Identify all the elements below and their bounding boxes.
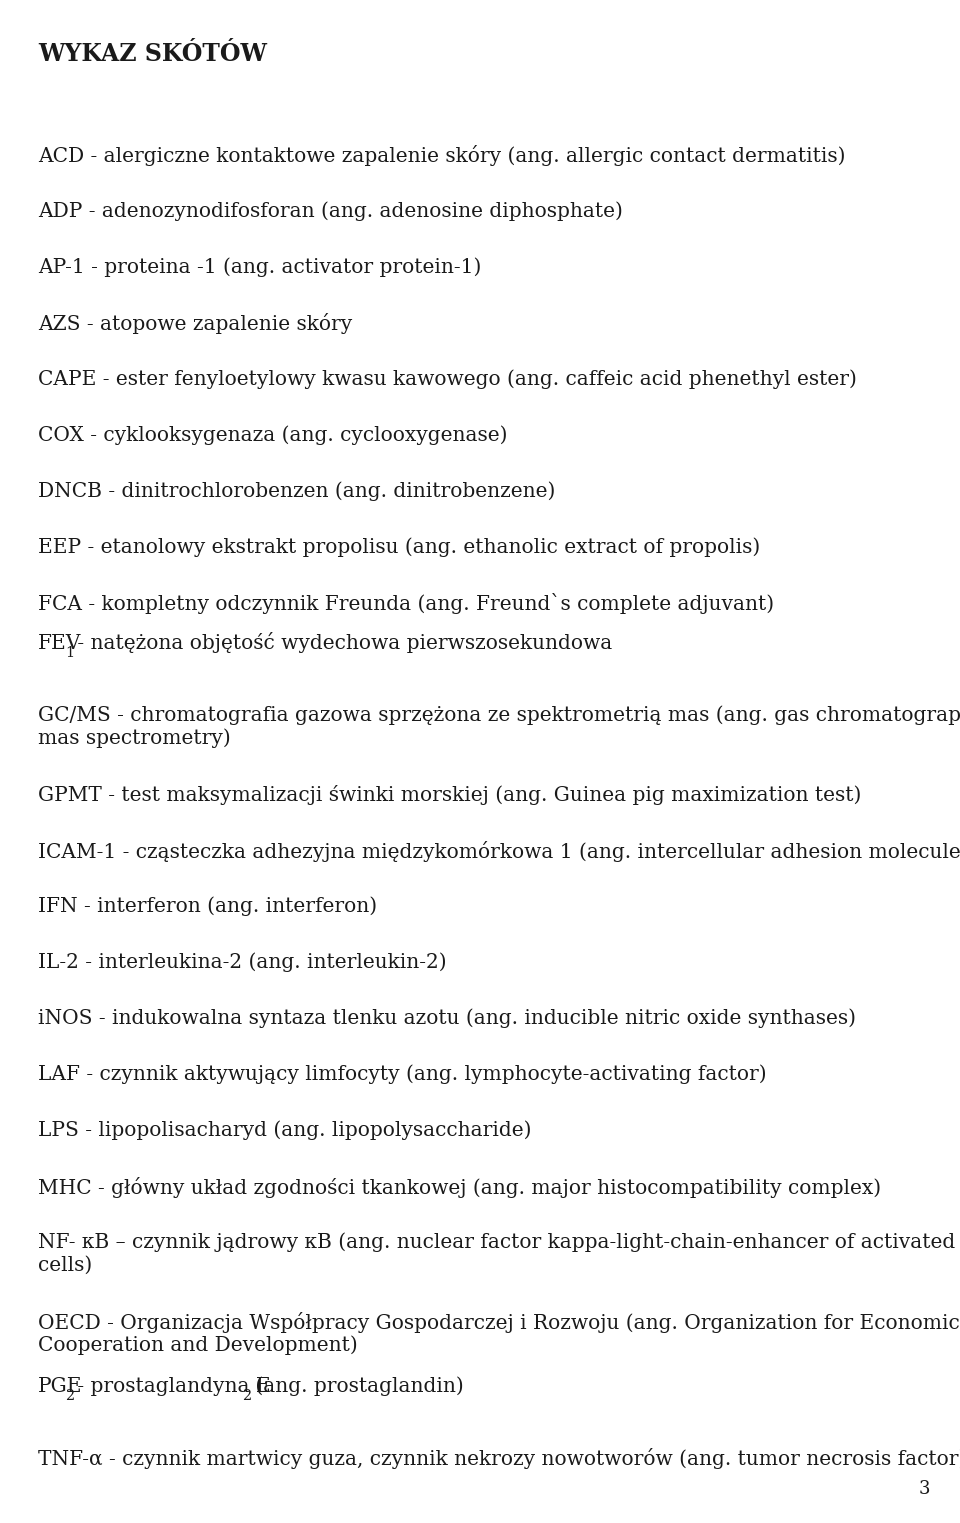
Text: DNCB - dinitrochlorobenzen (ang. dinitrobenzene): DNCB - dinitrochlorobenzen (ang. dinitro… xyxy=(38,481,556,501)
Text: NF- κB – czynnik jądrowy κB (ang. nuclear factor kappa-light-chain-enhancer of a: NF- κB – czynnik jądrowy κB (ang. nuclea… xyxy=(38,1232,960,1252)
Text: LPS - lipopolisacharyd (ang. lipopolysaccharide): LPS - lipopolisacharyd (ang. lipopolysac… xyxy=(38,1121,532,1141)
Text: 2: 2 xyxy=(242,1389,252,1403)
Text: ICAM-1 - cząsteczka adhezyjna międzykomórkowa 1 (ang. intercellular adhesion mol: ICAM-1 - cząsteczka adhezyjna międzykomó… xyxy=(38,841,960,862)
Text: IFN - interferon (ang. interferon): IFN - interferon (ang. interferon) xyxy=(38,897,377,917)
Text: TNF-α - czynnik martwicy guza, czynnik nekrozy nowotworów (ang. tumor necrosis f: TNF-α - czynnik martwicy guza, czynnik n… xyxy=(38,1447,960,1468)
Text: EEP - etanolowy ekstrakt propolisu (ang. ethanolic extract of propolis): EEP - etanolowy ekstrakt propolisu (ang.… xyxy=(38,538,760,556)
Text: cells): cells) xyxy=(38,1256,92,1275)
Text: ACD - alergiczne kontaktowe zapalenie skóry (ang. allergic contact dermatitis): ACD - alergiczne kontaktowe zapalenie sk… xyxy=(38,145,846,166)
Text: FEV: FEV xyxy=(38,634,82,653)
Text: GPMT - test maksymalizacji świnki morskiej (ang. Guinea pig maximization test): GPMT - test maksymalizacji świnki morski… xyxy=(38,784,861,804)
Text: (ang. prostaglandin): (ang. prostaglandin) xyxy=(249,1375,464,1395)
Text: 1: 1 xyxy=(65,646,74,659)
Text: COX - cyklooksygenaza (ang. cyclooxygenase): COX - cyklooksygenaza (ang. cyclooxygena… xyxy=(38,425,508,445)
Text: AP-1 - proteina -1 (ang. activator protein-1): AP-1 - proteina -1 (ang. activator prote… xyxy=(38,257,481,277)
Text: WYKAZ SKÓTÓW: WYKAZ SKÓTÓW xyxy=(38,43,267,65)
Text: PGE: PGE xyxy=(38,1377,83,1395)
Text: FCA - kompletny odczynnik Freunda (ang. Freund`s complete adjuvant): FCA - kompletny odczynnik Freunda (ang. … xyxy=(38,592,774,614)
Text: - prostaglandyna E: - prostaglandyna E xyxy=(71,1377,271,1395)
Text: 3: 3 xyxy=(919,1480,930,1499)
Text: mas spectrometry): mas spectrometry) xyxy=(38,728,230,748)
Text: CAPE - ester fenyloetylowy kwasu kawowego (ang. caffeic acid phenethyl ester): CAPE - ester fenyloetylowy kwasu kawoweg… xyxy=(38,369,857,388)
Text: iNOS - indukowalna syntaza tlenku azotu (ang. inducible nitric oxide synthases): iNOS - indukowalna syntaza tlenku azotu … xyxy=(38,1008,856,1028)
Text: OECD - Organizacja Współpracy Gospodarczej i Rozwoju (ang. Organization for Econ: OECD - Organizacja Współpracy Gospodarcz… xyxy=(38,1311,960,1333)
Text: ADP - adenozynodifosforan (ang. adenosine diphosphate): ADP - adenozynodifosforan (ang. adenosin… xyxy=(38,201,623,221)
Text: Cooperation and Development): Cooperation and Development) xyxy=(38,1336,358,1355)
Text: MHC - główny układ zgodności tkankowej (ang. major histocompatibility complex): MHC - główny układ zgodności tkankowej (… xyxy=(38,1177,881,1197)
Text: IL-2 - interleukina-2 (ang. interleukin-2): IL-2 - interleukina-2 (ang. interleukin-… xyxy=(38,952,446,972)
Text: - natężona objętość wydechowa pierwszosekundowa: - natężona objętość wydechowa pierwszose… xyxy=(71,632,612,653)
Text: 2: 2 xyxy=(65,1389,74,1403)
Text: AZS - atopowe zapalenie skóry: AZS - atopowe zapalenie skóry xyxy=(38,314,352,334)
Text: GC/MS - chromatografia gazowa sprzężona ze spektrometrią mas (ang. gas chromatog: GC/MS - chromatografia gazowa sprzężona … xyxy=(38,705,960,725)
Text: LAF - czynnik aktywujący limfocyty (ang. lymphocyte-activating factor): LAF - czynnik aktywujący limfocyty (ang.… xyxy=(38,1065,767,1084)
